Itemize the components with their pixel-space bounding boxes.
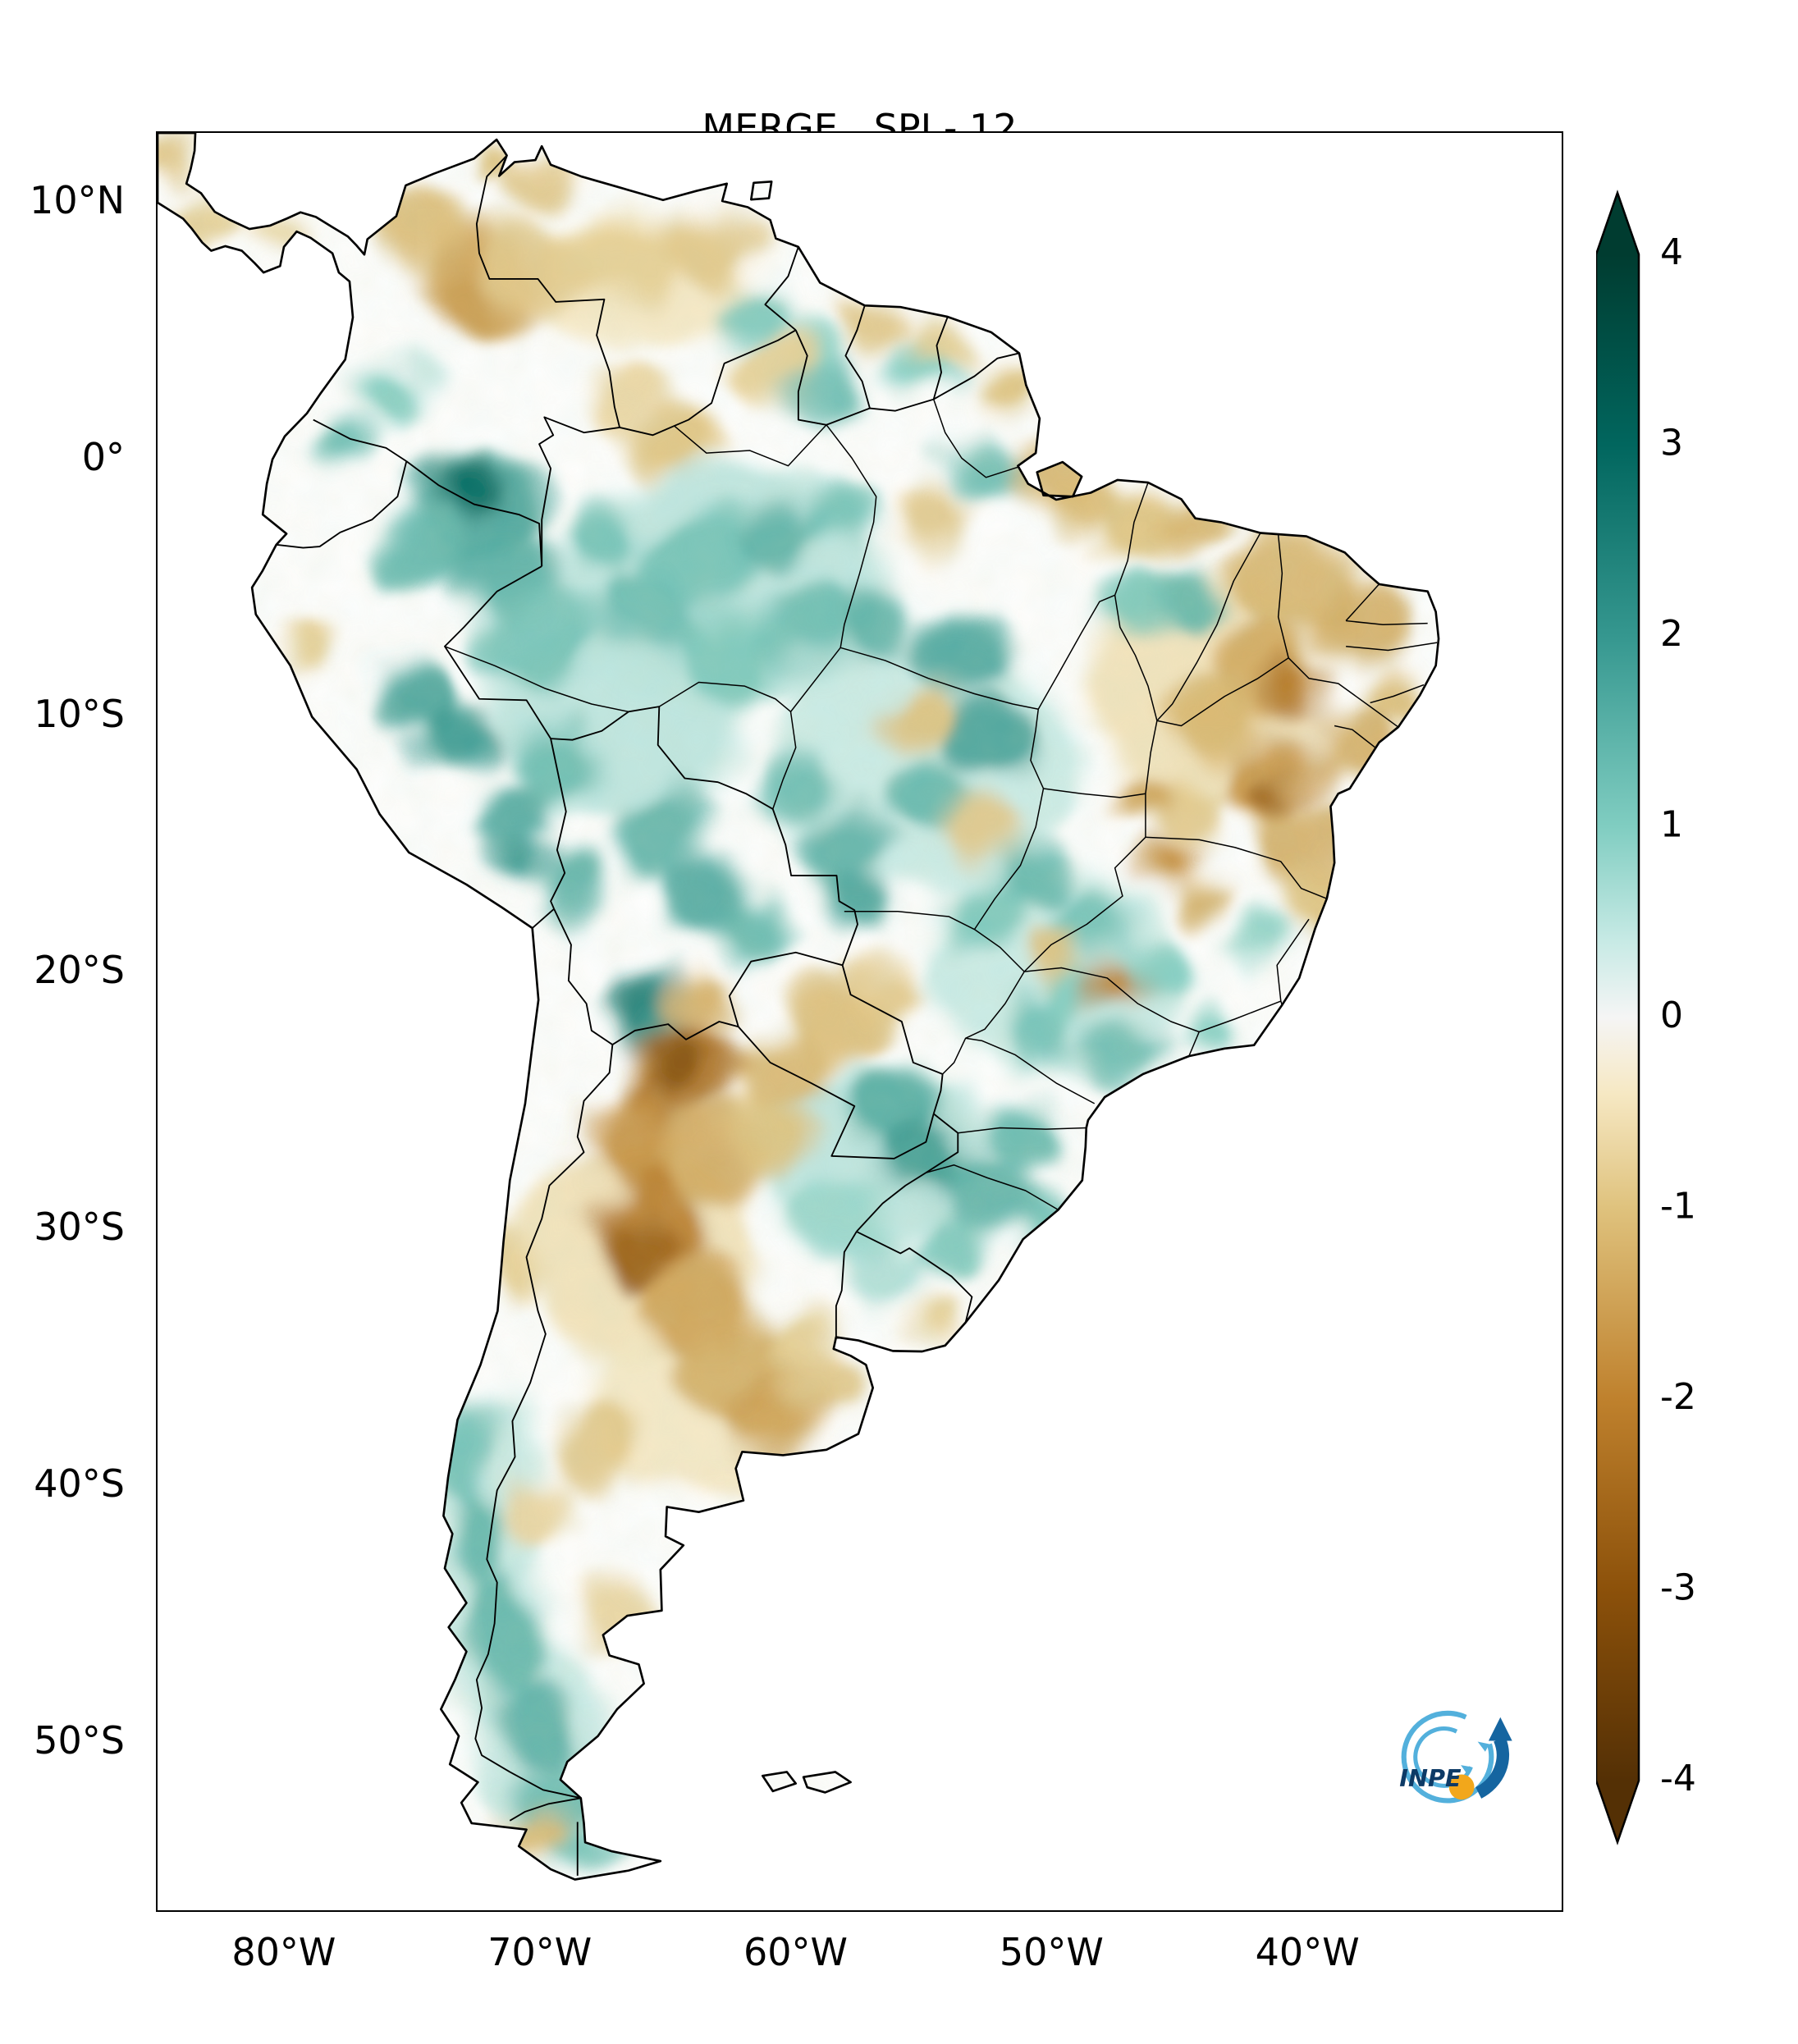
state-border	[958, 1127, 1087, 1134]
country-border	[932, 316, 949, 400]
country-border	[553, 908, 613, 1045]
state-border	[1156, 533, 1261, 721]
state-border	[942, 971, 1025, 1075]
state-border	[1145, 836, 1328, 899]
country-border	[276, 460, 408, 549]
country-border	[550, 738, 567, 910]
state-border	[1370, 684, 1425, 704]
state-border	[933, 399, 1018, 478]
state-border	[1276, 918, 1310, 1005]
country-border	[835, 1231, 858, 1338]
country-border	[856, 1231, 973, 1323]
country-border	[538, 416, 620, 567]
country-border	[611, 1021, 739, 1045]
x-axis-tick-label: 80°W	[231, 1930, 336, 1974]
logo-orange-dot	[1448, 1774, 1475, 1800]
state-border	[1277, 534, 1289, 658]
country-border	[933, 352, 1020, 400]
country-border	[509, 1797, 581, 1822]
y-axis-tick-label: 10°N	[30, 178, 125, 223]
state-border	[1024, 967, 1200, 1033]
state-border	[840, 647, 1039, 710]
state-border	[926, 1164, 1059, 1211]
x-axis-tick-label: 40°W	[1255, 1930, 1360, 1974]
state-border	[674, 424, 827, 467]
country-border	[728, 951, 843, 1027]
country-border	[313, 418, 407, 462]
logo-big-arrow	[1475, 1736, 1510, 1799]
colorbar-tick-label: 0	[1660, 995, 1683, 1036]
logo-big-arrowhead	[1488, 1717, 1512, 1741]
south-america-map	[158, 133, 1562, 1910]
colorbar-tick-label: 4	[1660, 231, 1683, 273]
state-border	[1023, 836, 1146, 972]
colorbar-tick-label: -2	[1660, 1376, 1696, 1418]
logo-text: INPE	[1399, 1764, 1462, 1792]
country-border	[532, 908, 555, 929]
state-border	[965, 1037, 1096, 1104]
logo-inner-swirl-arrowhead	[1461, 1765, 1471, 1774]
colorbar-tick-label: -3	[1660, 1567, 1696, 1609]
state-borders	[444, 399, 1438, 1211]
state-border	[844, 911, 1025, 972]
state-border	[826, 424, 877, 648]
country-border	[474, 1044, 614, 1799]
country-border	[475, 154, 620, 428]
y-axis-tick-label: 20°S	[34, 948, 125, 993]
y-axis-tick-label: 40°S	[34, 1461, 125, 1506]
country-border	[551, 706, 858, 966]
cool-grain-texture	[158, 133, 1439, 1880]
y-axis-tick-label: 30°S	[34, 1205, 125, 1250]
country-border	[619, 329, 797, 437]
state-border	[444, 646, 629, 713]
country-borders	[276, 154, 1020, 1876]
state-border	[1043, 788, 1146, 798]
state-border	[1145, 720, 1158, 838]
logo-outer-swirl-arrowhead	[1477, 1741, 1489, 1752]
x-axis-tick-label: 50°W	[999, 1930, 1104, 1974]
state-border	[658, 647, 841, 713]
country-border	[841, 965, 944, 1114]
y-axis-tick-label: 10°S	[34, 691, 125, 736]
y-axis-tick-label: 50°S	[34, 1717, 125, 1763]
state-border	[1114, 482, 1149, 596]
colorbar-bar	[1596, 190, 1640, 1845]
state-border	[1188, 1000, 1282, 1057]
colorbar: 4 3 2 1 0 -1 -2 -3 -4	[1596, 190, 1696, 1845]
inpe-logo: INPE	[1399, 1710, 1512, 1804]
colorbar-tick-label: 3	[1660, 423, 1683, 464]
colorbar-tick-label: 2	[1660, 613, 1683, 655]
state-border	[1156, 657, 1289, 727]
state-border	[1037, 594, 1115, 710]
colorbar-tick-label: -1	[1660, 1186, 1696, 1228]
x-axis-tick-label: 60°W	[743, 1930, 849, 1974]
colorbar-tick-label: -4	[1660, 1758, 1696, 1799]
state-border	[1346, 642, 1438, 652]
country-border	[844, 305, 871, 409]
state-border	[1288, 657, 1399, 728]
state-border	[772, 711, 797, 810]
state-border	[1345, 583, 1380, 622]
logo-outer-swirl	[1401, 1710, 1494, 1804]
map-plot-area: INPE	[156, 131, 1563, 1912]
x-axis-tick-label: 70°W	[487, 1930, 592, 1974]
country-border	[794, 329, 934, 426]
country-border	[738, 1026, 935, 1159]
country-border	[764, 246, 799, 332]
state-border	[1346, 620, 1428, 625]
country-border	[405, 460, 543, 567]
state-border	[973, 709, 1045, 931]
state-border	[1334, 725, 1376, 748]
y-axis-tick-label: 0°	[81, 435, 125, 480]
state-border	[1114, 595, 1158, 721]
colorbar-tick-label: 1	[1660, 804, 1683, 846]
